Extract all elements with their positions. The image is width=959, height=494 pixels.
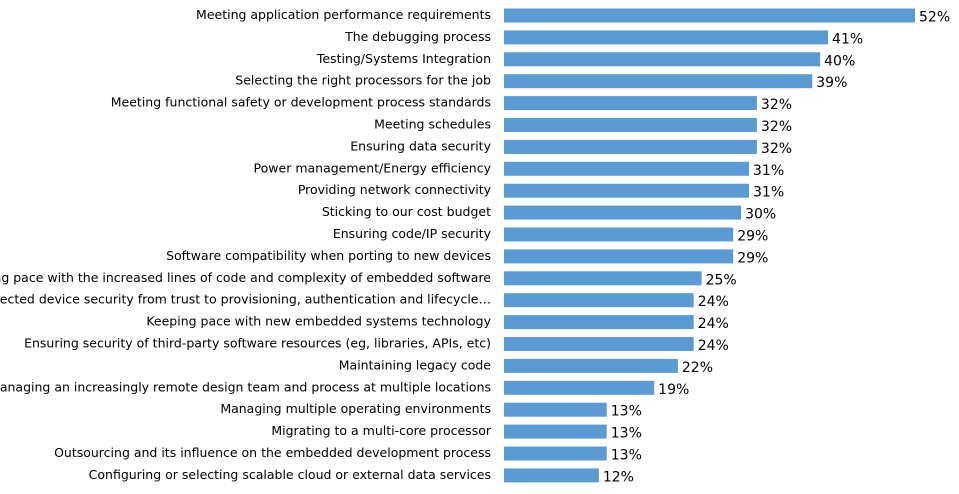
bar [504,227,734,242]
category-label: Configuring or selecting scalable cloud … [89,467,491,482]
bar [504,315,694,330]
bar [504,161,750,176]
value-label: 39% [816,75,847,91]
category-label: Connected device security from trust to … [0,292,491,307]
value-label: 24% [698,316,729,332]
category-label: Testing/Systems Integration [316,51,491,66]
value-label: 13% [611,426,642,442]
category-label: Sticking to our cost budget [322,204,491,219]
value-label: 25% [706,272,737,288]
category-label: Maintaining legacy code [339,357,492,372]
value-label: 22% [682,360,713,376]
bar [504,468,599,483]
category-label: Keeping pace with new embedded systems t… [146,314,491,329]
bar [504,424,607,439]
bar [504,249,734,264]
category-label: The debugging process [344,29,491,44]
bar [504,446,607,461]
category-label: Ensuring code/IP security [333,226,492,241]
category-label: Selecting the right processors for the j… [235,73,491,88]
bar [504,380,655,395]
bar [504,96,757,111]
bar [504,139,757,154]
value-label: 32% [761,119,792,135]
category-label: Managing multiple operating environments [220,401,491,416]
bar [504,337,694,351]
value-label: 32% [761,141,792,157]
value-label: 19% [658,382,689,398]
value-label: 13% [611,448,642,464]
category-label: Ensuring data security [350,138,491,153]
category-label: Ensuring security of third-party softwar… [24,336,491,351]
value-label: 24% [698,294,729,310]
category-label: Meeting application performance requirem… [196,7,491,22]
bar [504,183,750,198]
category-label: Keeping pace with the increased lines of… [0,270,491,285]
bar [504,271,702,286]
value-label: 31% [753,163,784,179]
value-label: 12% [603,469,634,485]
bar [504,293,694,308]
value-label: 40% [824,53,855,69]
value-label: 41% [832,31,863,47]
category-label: Power management/Energy efficiency [254,160,492,175]
bar [504,118,757,132]
value-label: 31% [753,185,784,201]
value-label: 13% [611,404,642,420]
category-label: Providing network connectivity [298,182,492,197]
value-label: 24% [698,338,729,354]
category-label: Software compatibility when porting to n… [166,248,491,263]
bar [504,402,607,417]
bar [504,358,678,373]
value-label: 32% [761,97,792,113]
value-label: 29% [737,229,768,245]
bar [504,205,742,220]
value-label: 30% [745,207,776,223]
category-label: Outsourcing and its influence on the emb… [54,445,491,460]
bar [504,52,821,67]
bar [504,30,829,45]
bar [504,8,915,23]
value-label: 29% [737,250,768,266]
category-label: Meeting schedules [374,117,491,132]
category-label: Meeting functional safety or development… [111,95,491,110]
value-label: 52% [919,10,950,26]
bar [504,74,813,89]
category-label: Migrating to a multi-core processor [271,423,492,438]
category-label: Managing an increasingly remote design t… [0,379,491,394]
